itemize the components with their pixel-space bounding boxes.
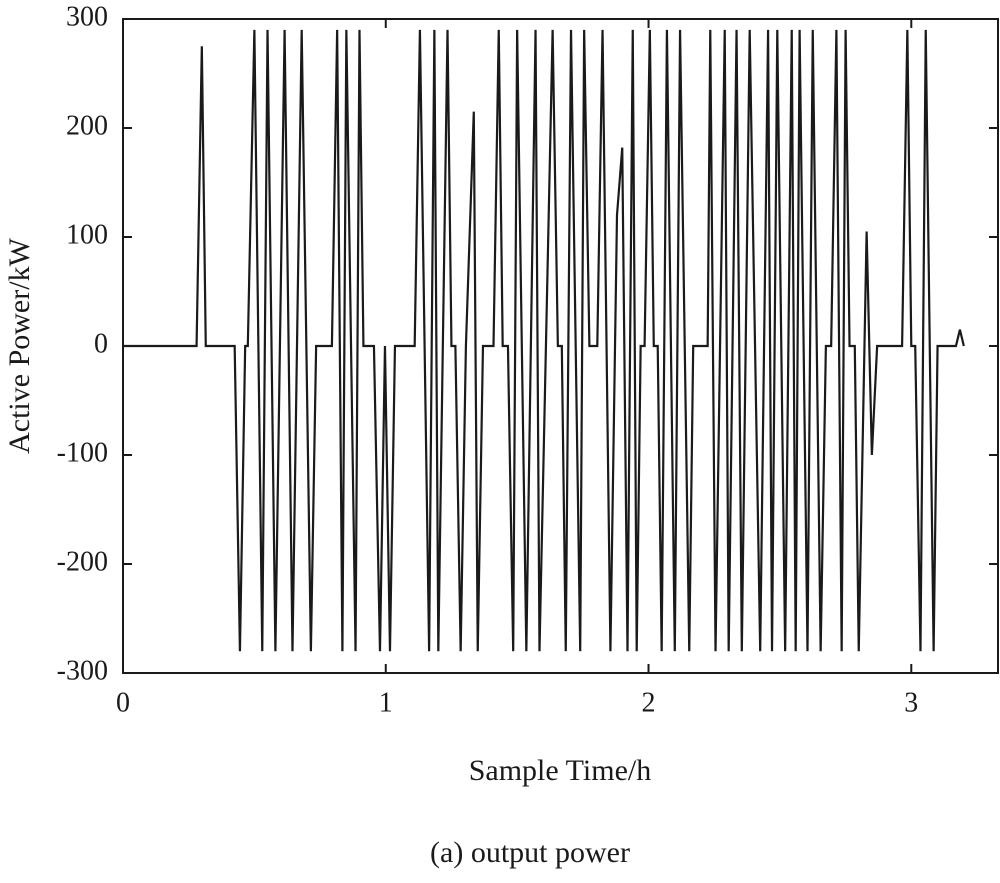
y-tick-label: 200 xyxy=(66,110,108,141)
y-tick-label: -200 xyxy=(57,546,108,577)
x-tick-label: 1 xyxy=(379,687,393,718)
caption: (a) output power xyxy=(430,836,630,869)
y-tick-label: 100 xyxy=(66,219,108,250)
y-tick-label: 300 xyxy=(66,1,108,32)
x-tick-label: 0 xyxy=(116,687,130,718)
data-line xyxy=(123,29,965,652)
x-tick-label: 3 xyxy=(904,687,918,718)
y-tick-label: 0 xyxy=(94,328,108,359)
y-tick-label: -300 xyxy=(57,655,108,686)
x-axis-title: Sample Time/h xyxy=(469,754,652,787)
y-axis-title: Active Power/kW xyxy=(3,237,36,453)
y-tick-label: -100 xyxy=(57,437,108,468)
x-tick-label: 2 xyxy=(642,687,656,718)
